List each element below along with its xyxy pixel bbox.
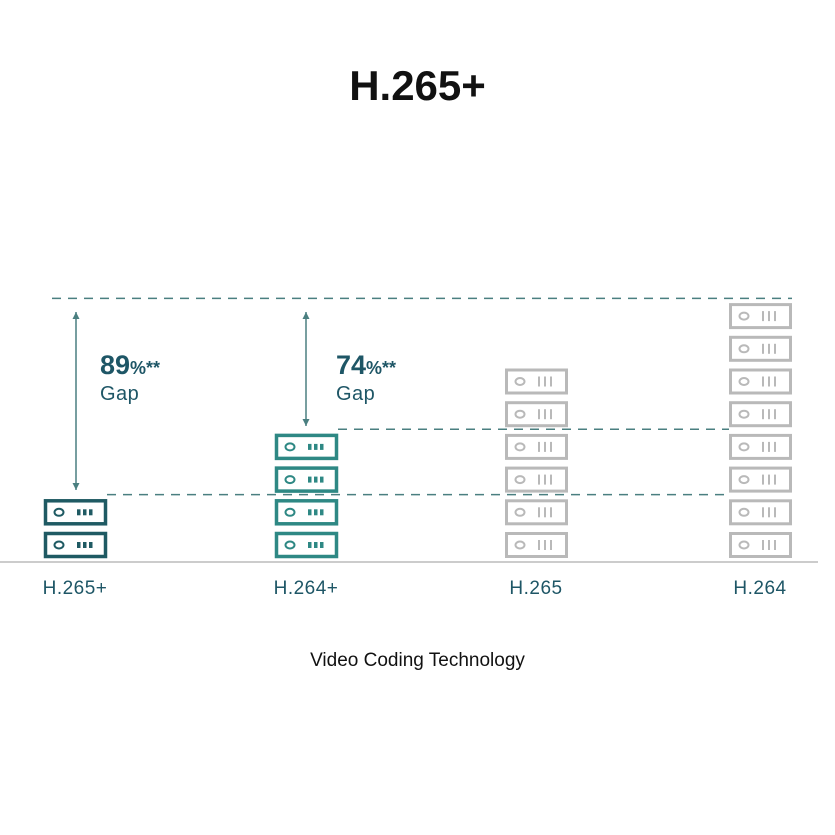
server-unit-icon <box>729 499 792 526</box>
arrow-head-down <box>302 419 310 426</box>
server-unit-icon <box>729 466 792 493</box>
server-unit-icon <box>729 401 792 428</box>
server-unit-icon <box>729 368 792 395</box>
category-label: H.265 <box>509 578 563 599</box>
server-unit-icon <box>729 335 792 362</box>
server-unit-icon <box>43 499 108 526</box>
gap-annotation-h264plus: 74%** Gap <box>336 350 396 406</box>
arrow-head-up <box>72 312 80 319</box>
server-unit-icon <box>729 433 792 460</box>
gap-value: 74 <box>336 350 367 380</box>
server-unit-icon <box>43 531 108 559</box>
category-label: H.265+ <box>42 578 108 599</box>
server-unit-icon <box>274 531 339 559</box>
server-unit-icon <box>505 499 568 526</box>
server-unit-icon <box>505 401 568 428</box>
arrow-head-up <box>302 312 310 319</box>
gap-annotation-h265plus: 89%** Gap <box>100 350 160 406</box>
gap-unit: %** <box>366 358 397 378</box>
server-unit-icon <box>505 532 568 558</box>
server-unit-icon <box>274 433 339 461</box>
server-unit-icon <box>274 499 339 526</box>
gap-label: Gap <box>336 383 376 405</box>
category-label: H.264 <box>733 578 787 599</box>
server-unit-icon <box>505 368 568 395</box>
gap-unit: %** <box>130 358 161 378</box>
category-label: H.264+ <box>273 578 339 599</box>
gap-label: Gap <box>100 383 140 405</box>
x-axis-label: Video Coding Technology <box>310 650 525 671</box>
server-unit-icon <box>729 532 792 558</box>
server-unit-icon <box>505 433 568 460</box>
chart-title: H.265+ <box>349 62 486 109</box>
server-unit-icon <box>729 303 792 330</box>
server-unit-icon <box>505 466 568 493</box>
gap-value: 89 <box>100 350 131 380</box>
server-unit-icon <box>274 466 339 493</box>
arrow-head-down <box>72 483 80 490</box>
